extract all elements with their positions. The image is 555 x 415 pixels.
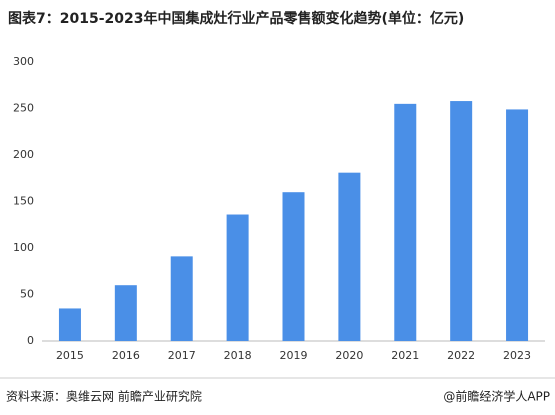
x-tick-label: 2019 [280,349,308,362]
y-tick-label: 50 [20,288,34,301]
y-tick-label: 300 [13,55,34,68]
bar [58,308,81,341]
x-tick-label: 2021 [391,349,419,362]
x-tick-label: 2023 [503,349,531,362]
x-tick-label: 2020 [335,349,363,362]
bar [394,103,417,341]
x-tick-label: 2018 [224,349,252,362]
y-tick-label: 250 [13,102,34,115]
x-tick-label: 2016 [112,349,140,362]
bar [506,109,529,342]
y-tick-label: 0 [27,334,34,347]
credit: @前瞻经济学人APP [443,389,550,404]
source: 资料来源：奥维云网 前瞻产业研究院 [6,389,202,404]
bar [170,256,193,341]
y-tick-label: 100 [13,241,34,254]
bar [338,172,361,341]
x-tick-label: 2017 [168,349,196,362]
chart-title: 图表7：2015-2023年中国集成灶行业产品零售额变化趋势(单位：亿元) [8,10,464,27]
bar [450,101,473,341]
y-tick-label: 150 [13,195,34,208]
bar [114,285,137,341]
x-tick-label: 2022 [447,349,475,362]
x-tick-label: 2015 [56,349,84,362]
bar [226,214,249,341]
y-tick-label: 200 [13,148,34,161]
bar [282,192,305,341]
